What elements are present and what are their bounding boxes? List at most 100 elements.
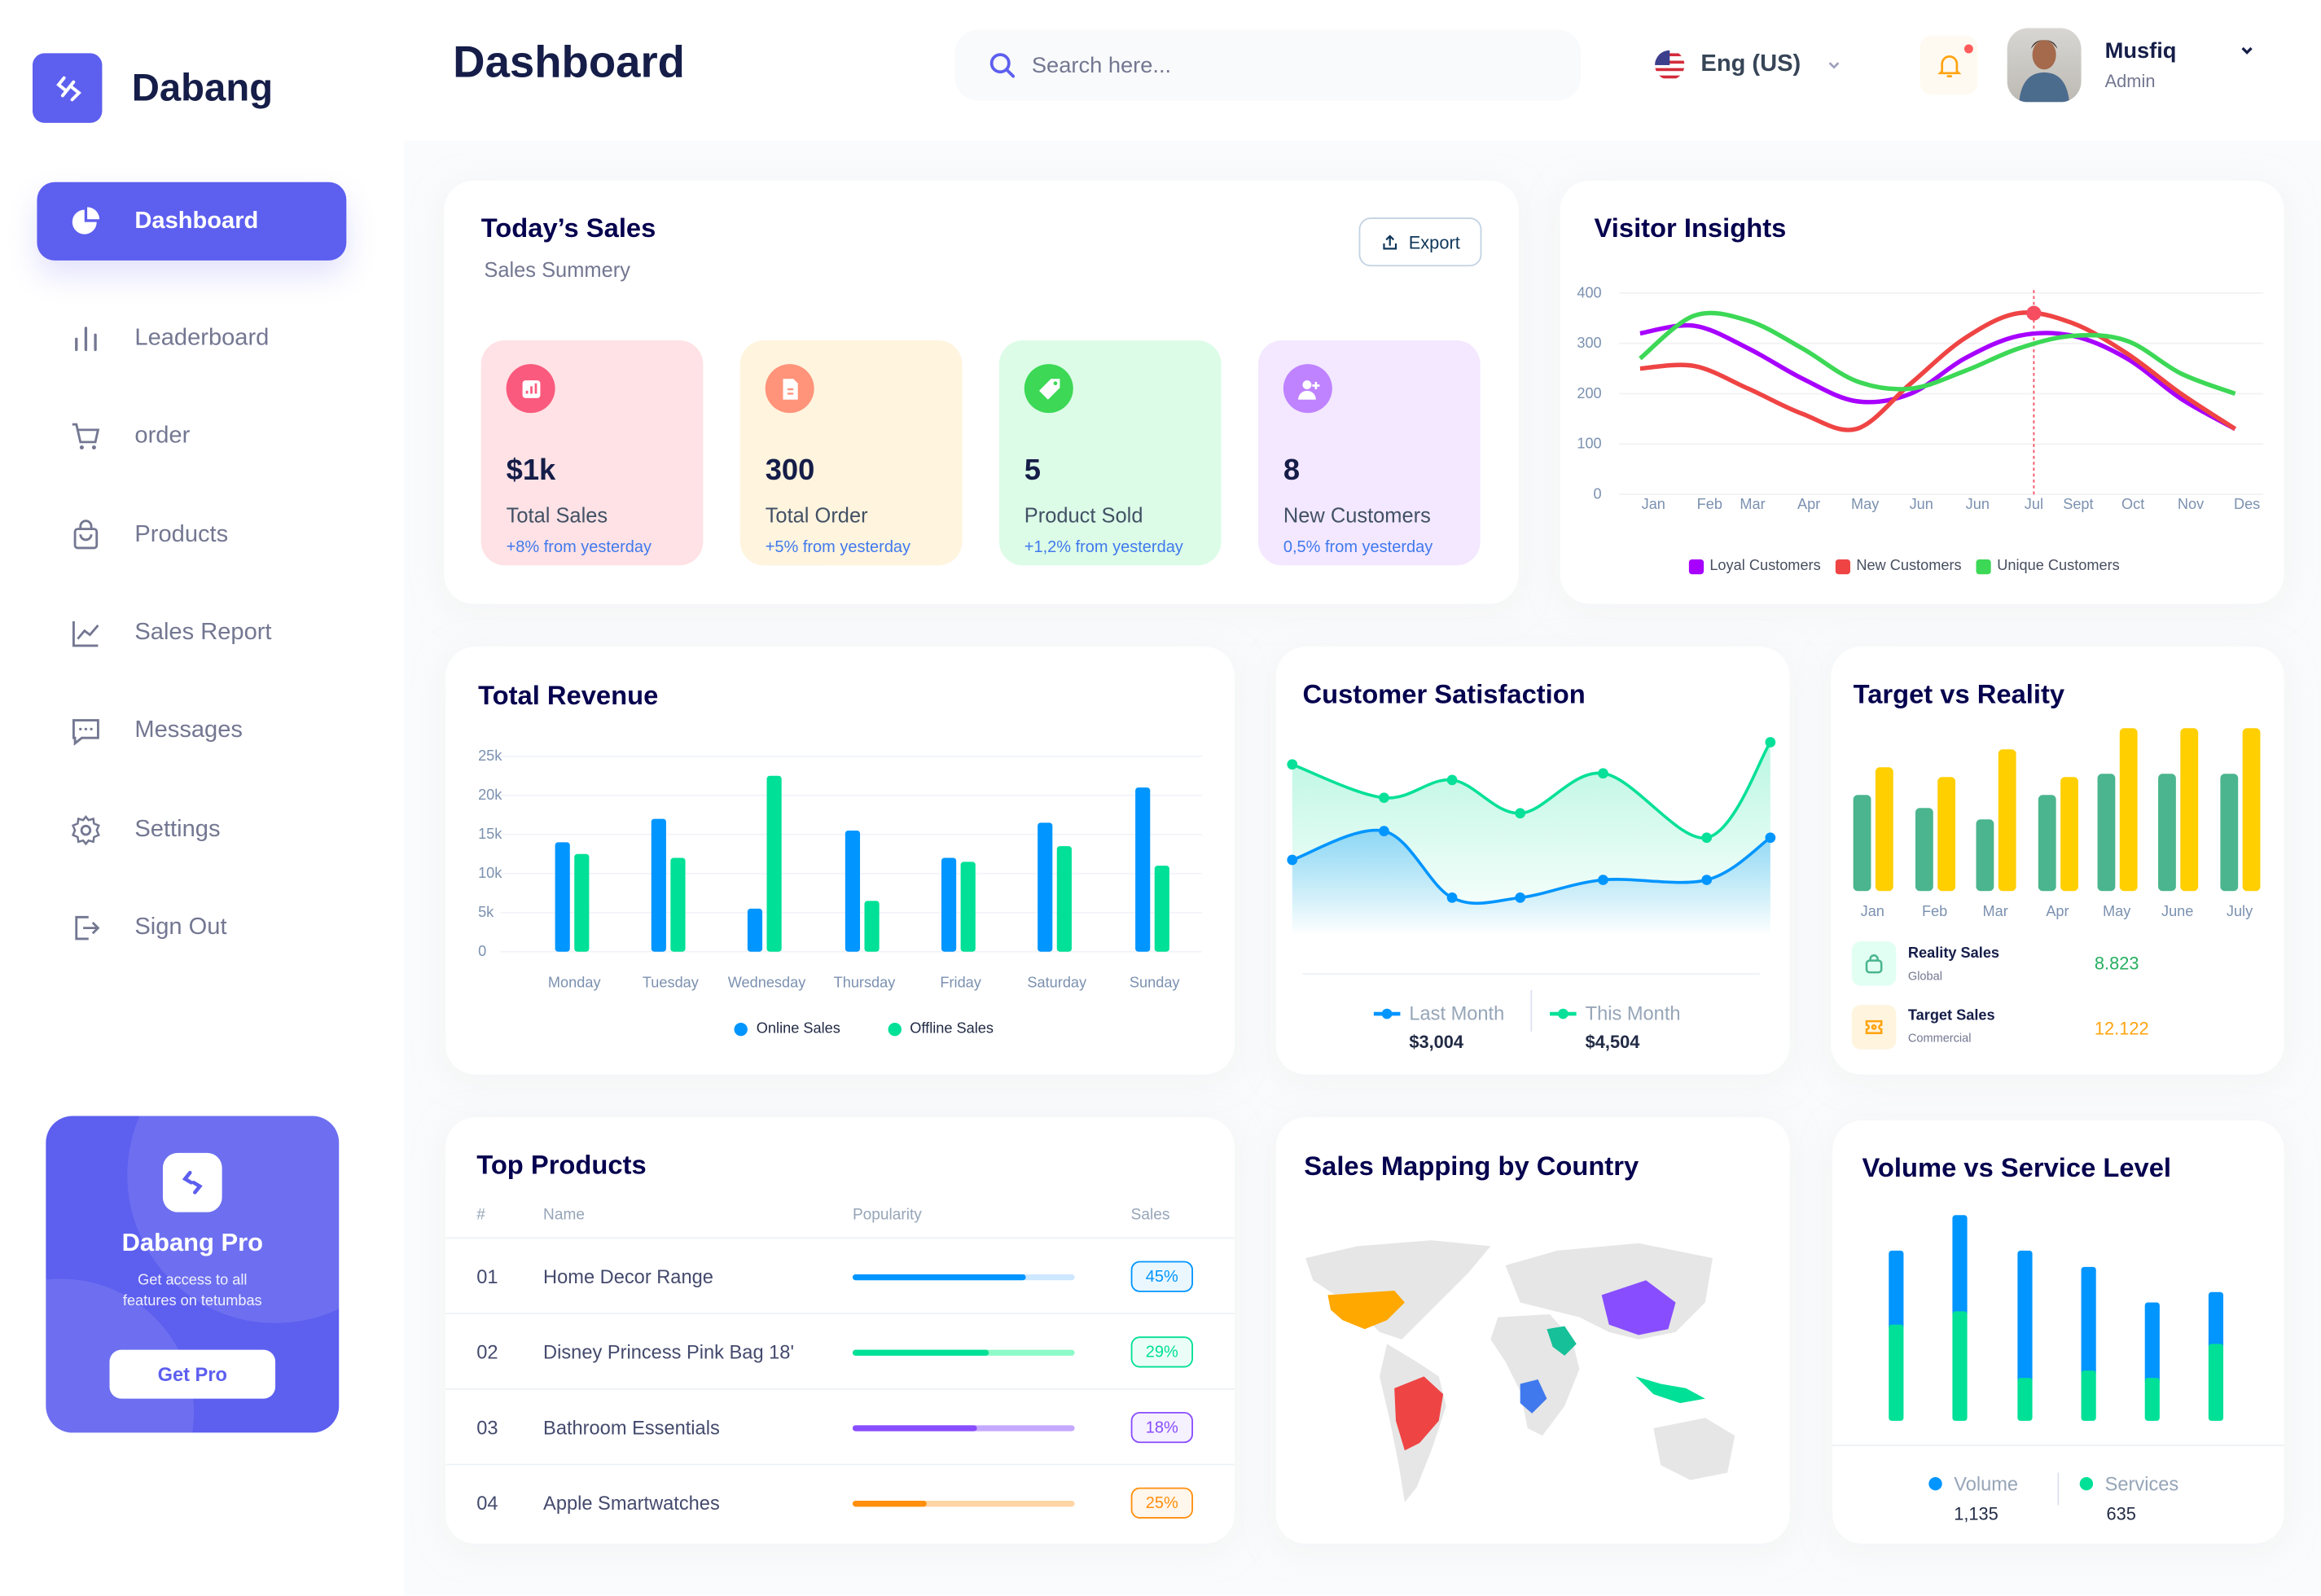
search-input[interactable]: Search here... [954, 29, 1582, 101]
stat-label: Product Sold [1024, 502, 1143, 528]
volume-total: 1,135 [1954, 1503, 1999, 1525]
data-point [1446, 892, 1458, 903]
target-sales-sub: Commercial [1907, 1031, 1972, 1046]
sidebar-item-leaderboard[interactable]: Leaderboard [37, 299, 346, 377]
bar-services [2017, 1378, 2033, 1421]
data-point [1379, 826, 1389, 836]
x-tick-label: Saturday [1027, 974, 1087, 990]
bar-reality-sales [2038, 795, 2056, 892]
legend-label: Offline Sales [910, 1021, 994, 1038]
region-china [1601, 1280, 1676, 1335]
legend-label: Loyal Customers [1709, 558, 1821, 575]
x-tick-label: Jan [1861, 903, 1884, 919]
reality-sales-label: Reality Sales [1907, 945, 2000, 962]
area-fill [1292, 830, 1770, 936]
user-name: Musfiq [2104, 38, 2177, 64]
bar-reality-sales [1915, 808, 1933, 892]
language-label: Eng (US) [1700, 51, 1801, 77]
stat-label: Total Sales [506, 502, 608, 528]
sales-badge: 29% [1130, 1336, 1193, 1368]
bar-services [1952, 1311, 1968, 1421]
avatar[interactable] [2007, 28, 2082, 103]
volume-service-title: Volume vs Service Level [1862, 1152, 2172, 1183]
bar-reality-sales [2097, 774, 2116, 892]
sidebar-item-dashboard[interactable]: Dashboard [37, 182, 347, 261]
popularity-fill [852, 1425, 977, 1432]
bar-volume [2017, 1250, 2033, 1384]
y-tick-label: 100 [1577, 436, 1601, 452]
col-header-sales: Sales [1130, 1206, 1170, 1225]
sidebar-item-order[interactable]: order [37, 397, 346, 475]
export-label: Export [1408, 231, 1460, 252]
sidebar-item-settings[interactable]: Settings [37, 791, 346, 869]
x-tick-label: May [2103, 903, 2131, 919]
visitor-insights-card: Visitor Insights 0 100 200 300 400 Jan Feb Mar A… [1560, 180, 2284, 604]
bar-online-sales [747, 908, 763, 952]
popularity-bar [852, 1349, 1075, 1356]
export-icon [1382, 234, 1397, 249]
sidebar-item-label: Dashboard [134, 208, 259, 234]
sign-out-icon [75, 914, 100, 940]
sidebar-item-sales-report[interactable]: Sales Report [37, 594, 346, 672]
sales-badge: 25% [1130, 1487, 1193, 1519]
sidebar-item-sign-out[interactable]: Sign Out [37, 888, 346, 967]
ticket-icon [1851, 1005, 1897, 1050]
data-point [1515, 892, 1526, 903]
highlight-point [2026, 305, 2042, 321]
shopping-bag-icon [1851, 940, 1897, 986]
bar-offline-sales [766, 775, 782, 952]
legend-label: Volume [1954, 1472, 2019, 1495]
data-point [1287, 759, 1298, 770]
data-point [1287, 854, 1298, 866]
search-placeholder: Search here... [1031, 52, 1172, 78]
sidebar-item-label: Products [134, 521, 229, 547]
x-tick-label: Apr [2046, 903, 2069, 919]
pro-title: Dabang Pro [121, 1228, 263, 1257]
sidebar-item-label: Leaderboard [134, 324, 270, 350]
bar-online-sales [651, 818, 666, 952]
get-pro-button[interactable]: Get Pro [109, 1349, 276, 1399]
x-tick-label: Wednesday [728, 974, 806, 990]
bar-online-sales [941, 857, 957, 952]
bar-offline-sales [960, 862, 976, 952]
table-row: 04 Apple Smartwatches 25% [445, 1463, 1235, 1540]
bar-online-sales [1038, 822, 1053, 952]
product-name: Home Decor Range [543, 1265, 713, 1288]
tag-icon [1024, 364, 1073, 414]
x-tick-label: Friday [940, 974, 981, 990]
data-point [1701, 832, 1713, 844]
sidebar-item-messages[interactable]: Messages [37, 691, 346, 770]
sidebar-item-products[interactable]: Products [37, 496, 346, 574]
data-point [1515, 808, 1526, 819]
x-tick-label: Mar [1982, 903, 2007, 919]
x-tick-label: Jun [1966, 496, 1990, 512]
reality-sales-value: 8.823 [2094, 953, 2139, 974]
x-tick-label: Feb [1922, 903, 1947, 919]
bar-services [2144, 1378, 2160, 1421]
pro-logo-icon [162, 1152, 222, 1212]
language-selector[interactable]: Eng (US) [1655, 50, 1842, 81]
target-sales-value: 12.122 [2094, 1018, 2149, 1039]
export-button[interactable]: Export [1358, 217, 1482, 267]
sidebar-item-label: Messages [134, 717, 243, 743]
stat-change: +5% from yesterday [765, 538, 911, 557]
x-tick-label: Sunday [1130, 974, 1181, 990]
todays-sales-title: Today’s Sales [480, 213, 656, 243]
x-tick-label: Sept [2063, 496, 2093, 512]
bar-target-sales [2119, 728, 2138, 892]
table-row: 01 Home Decor Range 45% [445, 1237, 1235, 1313]
user-menu-chevron-icon[interactable] [2238, 42, 2256, 59]
row-number: 04 [476, 1492, 498, 1515]
bar-volume [2081, 1266, 2096, 1377]
popularity-bar [852, 1501, 1075, 1507]
legend-label: Last Month [1409, 1002, 1505, 1024]
data-point [1379, 792, 1389, 804]
legend-item: New Customers [1835, 558, 1962, 575]
region-congo [1520, 1379, 1547, 1414]
notifications-button[interactable] [1920, 35, 1978, 95]
region-indonesia [1635, 1376, 1705, 1404]
stat-change: 0,5% from yesterday [1283, 538, 1433, 557]
legend-label: New Customers [1856, 558, 1962, 575]
legend-item: Offline Sales [888, 1021, 994, 1037]
y-tick-label: 10k [478, 865, 502, 881]
